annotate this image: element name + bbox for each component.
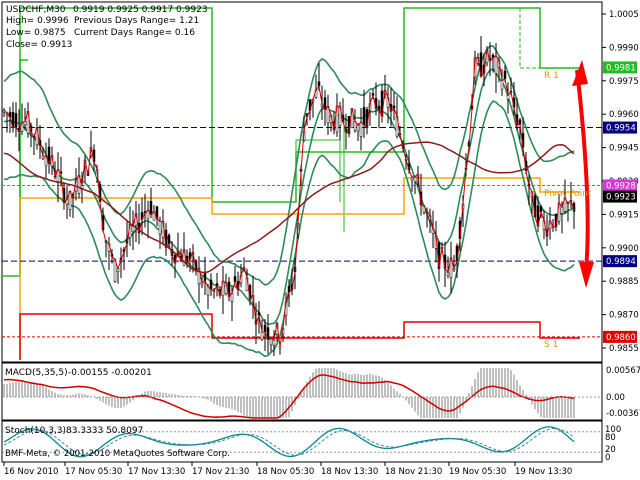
r1-label: R 1	[544, 71, 559, 81]
info-low: Low= 0.9875	[6, 28, 66, 38]
price-markers: 0.9981 0.9954 0.9928 0.9923 0.9894 0.9860	[603, 61, 637, 343]
time-tick-label: 18 Nov 05:30	[257, 467, 314, 477]
price-marker-s1	[603, 330, 637, 343]
candle-body	[263, 324, 267, 333]
macd-axis-zero: 0.00	[606, 393, 625, 403]
stochastic-indicator	[2, 426, 602, 458]
candle-body	[149, 200, 153, 215]
instrument-title: USDCHF,M30	[6, 5, 66, 15]
time-tick-label: 18 Nov 21:30	[385, 467, 442, 477]
price-tick-label: 0.9945	[609, 144, 639, 154]
stoch-values: 83.3333 50.8097	[66, 426, 143, 436]
price-marker-label: 0.9981	[606, 63, 636, 73]
time-tick-label: 18 Nov 13:30	[321, 467, 378, 477]
candle-body	[503, 70, 507, 80]
s1-label: S 1	[544, 340, 558, 350]
price-tick-label: 1.0005	[609, 10, 639, 20]
price-marker-pivot	[603, 179, 637, 192]
price-marker-current	[603, 190, 637, 203]
price-candles	[2, 36, 576, 357]
candle-body	[494, 55, 498, 74]
support-s1-line	[19, 313, 580, 360]
price-marker-label: 0.9894	[606, 257, 636, 267]
candle-body	[257, 312, 261, 316]
time-tick-label: 17 Nov 05:30	[65, 467, 122, 477]
moving-average-line	[3, 141, 575, 274]
candle-body	[260, 331, 264, 340]
ohlc-values: 0.9919 0.9925 0.9917 0.9923	[73, 5, 208, 15]
candle-body	[167, 234, 171, 244]
pivot-label: Pivot Point	[544, 189, 592, 199]
stoch-axis-100: 100	[605, 425, 621, 435]
price-tick-label: 0.9870	[609, 311, 639, 321]
red-arrow-icon	[572, 60, 594, 288]
candle-body	[518, 119, 522, 125]
price-marker-label: 0.9928	[606, 181, 636, 191]
stoch-panel-frame	[1, 420, 603, 463]
candle-body	[269, 338, 273, 346]
main-chart-frame	[1, 1, 603, 363]
price-marker-label: 0.9954	[606, 124, 636, 134]
stoch-axis-0: 0	[605, 453, 610, 463]
candle-body	[131, 225, 135, 232]
price-tick-label: 0.9960	[609, 110, 639, 120]
candle-body	[362, 107, 366, 125]
stoch-axis-80: 80	[605, 433, 616, 443]
time-tick-label: 19 Nov 13:30	[515, 467, 572, 477]
long-ma-line	[3, 141, 575, 274]
stoch-k-line	[3, 426, 575, 458]
info-close: Close= 0.9913	[6, 40, 72, 50]
price-marker-low	[603, 255, 637, 268]
middle-band	[3, 67, 575, 326]
close-price-line	[3, 49, 575, 347]
time-tick-label: 19 Nov 05:30	[449, 467, 506, 477]
time-tick-label: 16 Nov 2010	[4, 467, 58, 477]
stoch-axis-20: 20	[605, 445, 616, 455]
candle-body	[356, 124, 360, 132]
copyright-text: BMF-Meta, © 2001-2010 MetaQuotes Softwar…	[5, 449, 230, 459]
candle-body	[359, 121, 363, 137]
macd-values: -0.00155 -0.00201	[68, 368, 152, 378]
candle-body	[14, 113, 18, 128]
time-tick-label: 17 Nov 13:30	[128, 467, 185, 477]
info-prev-range: Previous Days Range= 1.21	[74, 16, 199, 26]
macd-signal-line	[3, 374, 575, 419]
macd-indicator	[2, 368, 602, 419]
stoch-d-line	[3, 427, 575, 456]
candle-body	[158, 221, 162, 235]
time-axis: 16 Nov 2010 17 Nov 05:30 17 Nov 13:30 17 No…	[3, 462, 572, 477]
price-tick-label: 0.9885	[609, 277, 639, 287]
price-marker-label: 0.9923	[606, 193, 636, 203]
price-marker-r1	[603, 61, 637, 74]
price-tick-label: 0.9915	[609, 210, 639, 220]
candle-body	[500, 80, 504, 90]
info-high: High= 0.9996	[6, 16, 69, 26]
macd-axis-top: 0.00567	[606, 366, 640, 376]
time-tick-label: 17 Nov 21:30	[192, 467, 249, 477]
macd-title: MACD(5,35,5)	[5, 368, 68, 378]
price-tick-label: 0.9975	[609, 77, 639, 87]
price-tick-label: 0.9900	[609, 244, 639, 254]
candle-body	[209, 279, 213, 290]
price-tick-label: 0.9990	[609, 43, 639, 53]
stoch-title: Stoch(10,3,3)	[5, 426, 66, 436]
candle-body	[413, 176, 417, 183]
upper-band	[3, 45, 575, 286]
price-tick-label: 0.9855	[609, 344, 639, 354]
candle-body	[560, 206, 564, 214]
info-curr-range: Current Days Range= 0.16	[74, 28, 195, 38]
price-marker-label: 0.9860	[606, 333, 636, 343]
resistance-r1-dash	[519, 8, 580, 69]
macd-axis-bottom: -0.00367	[606, 409, 640, 419]
candle-body	[203, 272, 207, 282]
candle-body	[272, 339, 276, 346]
price-marker-dashblue	[603, 121, 637, 134]
support-resistance-levels	[2, 7, 602, 360]
candle-body	[278, 346, 282, 349]
